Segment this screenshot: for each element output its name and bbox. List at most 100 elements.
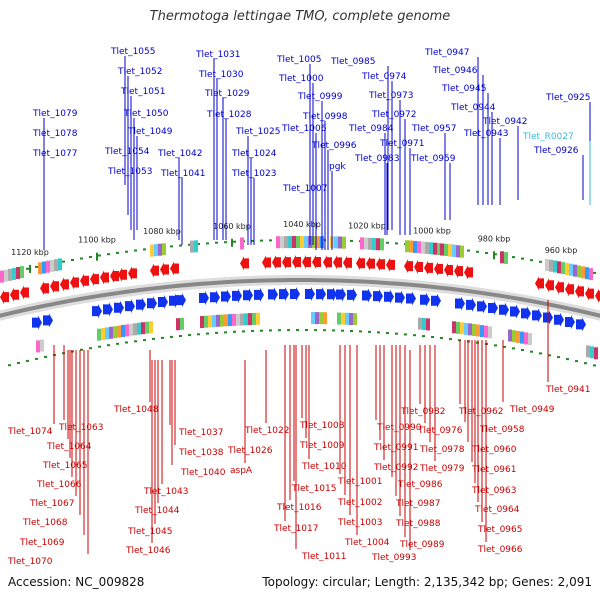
reverse-domain-block	[342, 236, 346, 249]
reverse-domain-block	[16, 267, 20, 279]
inner-scale-dot	[341, 329, 344, 332]
gene-label-reverse: Tlet_0962	[458, 407, 503, 417]
gene-label-reverse: Tlet_1045	[127, 527, 172, 537]
gene-label-forward: Tlet_1030	[198, 70, 244, 80]
gene-label-forward: Tlet_1042	[157, 149, 202, 159]
forward-domain-block	[315, 312, 319, 325]
gene-label-reverse: Tlet_0958	[479, 425, 525, 435]
reverse-gene-arrow	[464, 265, 473, 280]
gene-label-reverse: Tlet_0979	[419, 464, 465, 474]
forward-domain-block	[232, 313, 236, 326]
gene-label-forward: Tlet_1049	[127, 127, 173, 137]
outer-scale-dot	[215, 241, 218, 244]
reverse-domain-block	[380, 238, 384, 251]
gene-label-forward: Tlet_0999	[297, 92, 343, 102]
forward-domain-block	[468, 323, 472, 336]
forward-gene-arrow	[147, 296, 157, 311]
reverse-domain-block	[504, 251, 508, 264]
gene-label-forward: Tlet_1077	[32, 149, 77, 159]
forward-domain-block	[244, 313, 248, 326]
forward-gene-arrow	[477, 299, 487, 314]
inner-scale-dot	[503, 345, 506, 348]
reverse-domain-block	[334, 236, 338, 249]
gene-label-reverse: Tlet_1004	[344, 538, 390, 548]
forward-domain-block	[516, 330, 520, 343]
reverse-domain-block	[288, 236, 292, 249]
outer-scale-dot	[89, 256, 92, 258]
forward-domain-block	[129, 323, 133, 336]
reverse-domain-block	[316, 236, 320, 249]
forward-domain-block	[176, 318, 180, 331]
reverse-domain-block	[54, 259, 58, 272]
gene-label-forward: Tlet_0996	[311, 141, 357, 151]
reverse-gene-arrow	[414, 260, 423, 275]
forward-domain-block	[488, 326, 492, 339]
inner-scale-dot	[431, 336, 434, 338]
forward-domain-block	[464, 322, 468, 335]
outer-scale-dot	[80, 257, 83, 260]
forward-domain-block	[590, 346, 594, 359]
gene-label-forward: Tlet_1024	[231, 149, 277, 159]
outer-scale-dot	[593, 271, 596, 274]
gene-label-forward: Tlet_0974	[361, 72, 407, 82]
gene-label-reverse: Tlet_1048	[113, 405, 159, 415]
reverse-gene-arrow	[110, 268, 119, 283]
gene-label-reverse: Tlet_0987	[395, 499, 440, 509]
gene-label-forward: pgk	[329, 162, 346, 172]
reverse-gene-arrow	[90, 272, 99, 287]
gene-label-forward: Tlet_0985	[330, 57, 375, 67]
gene-label-forward: Tlet_1052	[117, 67, 162, 77]
gene-label-forward: Tlet_1078	[32, 129, 78, 139]
reverse-domain-block	[429, 242, 433, 255]
inner-scale-dot	[440, 337, 443, 339]
outer-scale-dot	[251, 239, 254, 242]
reverse-domain-block	[190, 240, 194, 253]
reverse-domain-block	[409, 240, 413, 253]
gene-label-forward: Tlet_1053	[107, 167, 152, 177]
reverse-gene-arrow	[575, 284, 584, 299]
reverse-domain-block	[460, 245, 464, 258]
gene-label-forward: Tlet_1041	[160, 169, 205, 179]
forward-domain-block	[452, 321, 456, 334]
gene-label-forward: Tlet_0983	[354, 154, 399, 164]
forward-gene-arrow	[176, 293, 186, 308]
gene-label-reverse: Tlet_0989	[399, 540, 445, 550]
map-title: Thermotoga lettingae TMO, complete genom…	[149, 9, 451, 24]
forward-domain-block	[337, 312, 341, 325]
forward-gene-arrow	[279, 287, 289, 302]
gene-label-forward: Tlet_1029	[204, 89, 250, 99]
reverse-gene-arrow	[10, 287, 19, 302]
gene-label-reverse: Tlet_1008	[299, 421, 345, 431]
forward-gene-arrow	[221, 289, 231, 304]
outer-scale-dot	[233, 240, 236, 243]
gene-label-reverse: Tlet_1026	[227, 446, 273, 456]
reverse-domain-block	[240, 237, 244, 250]
accession-text: Accession: NC_009828	[8, 575, 145, 589]
gene-label-reverse: Tlet_1043	[143, 487, 188, 497]
forward-gene-arrow	[114, 300, 124, 315]
reverse-domain-block	[292, 236, 296, 248]
forward-gene-arrow	[373, 289, 383, 304]
gene-label-reverse: aspA	[230, 466, 253, 476]
inner-scale-dot	[80, 348, 83, 351]
forward-domain-block	[508, 329, 512, 342]
outer-scale-dot	[539, 260, 542, 263]
forward-domain-block	[248, 313, 252, 326]
forward-gene-arrow	[305, 287, 315, 302]
forward-gene-arrow	[290, 287, 300, 302]
reverse-gene-arrow	[434, 261, 443, 276]
reverse-domain-block	[452, 244, 456, 257]
inner-scale-dot	[377, 331, 380, 334]
reverse-gene-arrow	[70, 275, 79, 290]
reverse-domain-block	[581, 266, 585, 279]
forward-domain-block	[109, 326, 113, 339]
outer-scale-dot	[530, 259, 533, 262]
outer-scale-dot	[179, 244, 182, 247]
reverse-gene-arrow	[454, 264, 463, 279]
gene-label-reverse: Tlet_1064	[46, 442, 92, 452]
reverse-domain-block	[364, 237, 368, 250]
gene-label-forward: Tlet_0971	[379, 139, 424, 149]
inner-scale-dot	[296, 329, 299, 331]
reverse-gene-arrow	[424, 260, 433, 275]
